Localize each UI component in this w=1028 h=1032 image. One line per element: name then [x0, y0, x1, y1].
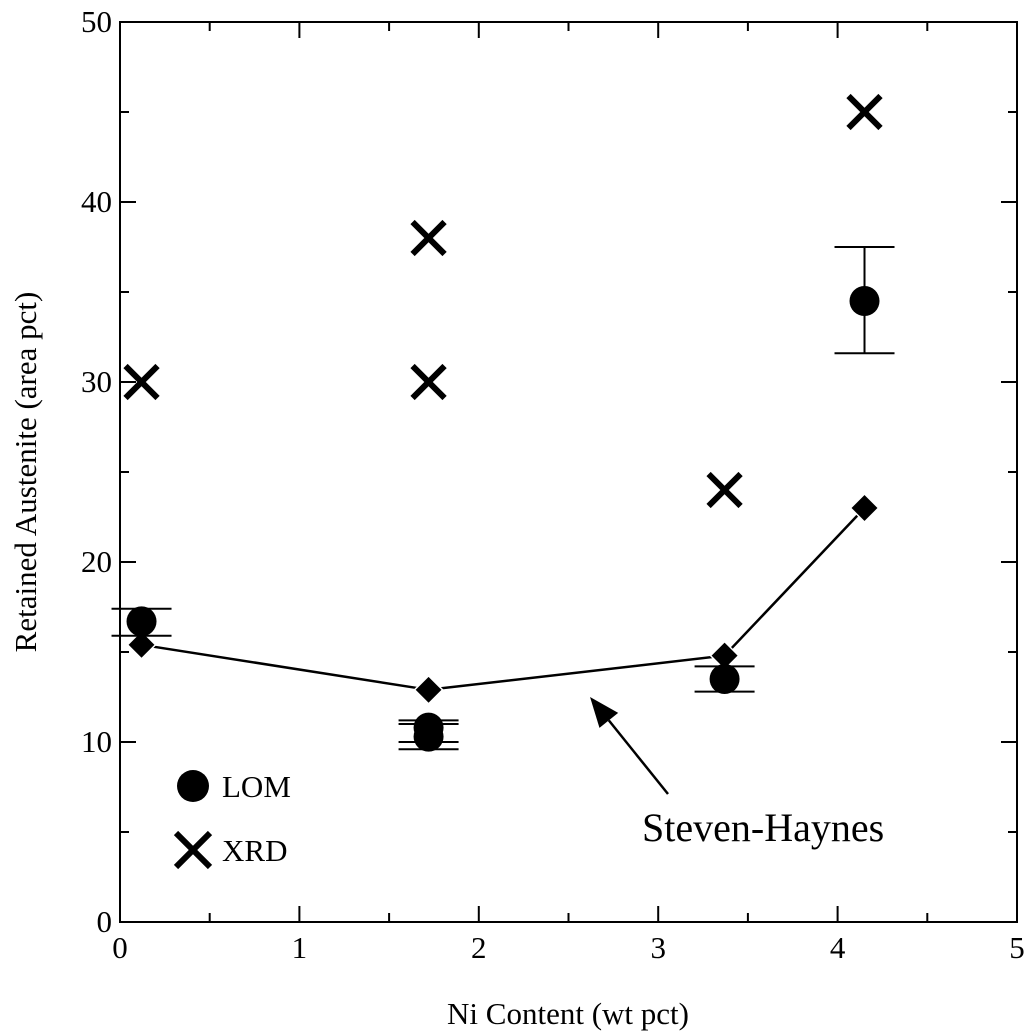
x-tick-label: 0 — [112, 930, 128, 965]
y-tick-label: 0 — [97, 904, 113, 939]
xrd-point — [123, 363, 160, 401]
y-tick-label: 20 — [81, 544, 112, 579]
xrd-point — [706, 471, 743, 509]
lom-point — [126, 606, 157, 637]
xrd-point — [410, 363, 447, 401]
legend-lom-label: LOM — [222, 769, 291, 804]
x-tick-label: 2 — [471, 930, 487, 965]
lom-point — [709, 664, 740, 694]
lom-point — [413, 721, 444, 752]
x-tick-label: 4 — [830, 930, 846, 965]
xrd-point — [410, 219, 447, 257]
x-tick-label: 3 — [650, 930, 666, 965]
steven-haynes-point — [849, 492, 880, 524]
steven-haynes-line — [141, 507, 866, 692]
annotation-arrow-shaft — [607, 719, 669, 795]
legend-lom-marker — [177, 770, 209, 802]
x-axis-title: Ni Content (wt pct) — [447, 996, 689, 1031]
x-tick-label: 5 — [1009, 930, 1025, 965]
annotation-arrow-head — [590, 697, 619, 728]
steven-haynes-point — [413, 674, 444, 705]
x-tick-label: 1 — [292, 930, 308, 965]
lom-point — [849, 286, 880, 316]
y-tick-label: 50 — [81, 4, 112, 39]
axis-ticks — [119, 21, 1018, 923]
legend: LOM XRD — [173, 769, 291, 870]
legend-xrd-label: XRD — [222, 833, 287, 868]
y-tick-label: 10 — [81, 724, 112, 759]
xrd-point — [846, 93, 883, 131]
steven-haynes-point — [126, 629, 157, 660]
annotation-steven-haynes: Steven-Haynes — [642, 805, 884, 850]
legend-xrd-marker — [173, 830, 213, 870]
plot-area — [111, 93, 895, 795]
y-tick-label: 40 — [81, 184, 112, 219]
y-axis-title: Retained Austenite (area pct) — [8, 292, 43, 653]
y-tick-label: 30 — [81, 364, 112, 399]
